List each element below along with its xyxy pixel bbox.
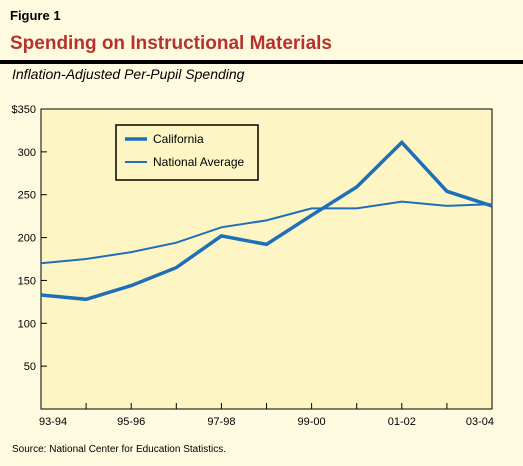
series-line-california bbox=[40, 139, 493, 302]
x-tick-label: 99-00 bbox=[298, 416, 326, 428]
lines-layer bbox=[40, 139, 493, 302]
plot-area bbox=[40, 108, 493, 410]
legend-label-national-average: National Average bbox=[153, 155, 245, 169]
figure-title: Spending on Instructional Materials bbox=[10, 33, 332, 54]
x-tick-label: 97-98 bbox=[207, 416, 235, 428]
legend: California National Average bbox=[115, 124, 259, 181]
y-tick-label: 250 bbox=[18, 190, 36, 202]
y-tick-label: 300 bbox=[18, 147, 36, 159]
y-tick-label: 150 bbox=[18, 275, 36, 287]
y-tick-label: $350 bbox=[12, 104, 36, 116]
title-rule bbox=[0, 60, 523, 64]
y-tick-label: 100 bbox=[18, 318, 36, 330]
series-line-national-average bbox=[40, 200, 493, 265]
legend-box bbox=[115, 124, 259, 181]
x-tick-label: 93-94 bbox=[39, 416, 67, 428]
y-tick-label: 50 bbox=[24, 361, 36, 373]
axes-layer: 50 100 150 200 250 300 $350 93-94 95-96 97-98 99-0… bbox=[12, 104, 494, 428]
figure-label: Figure 1 bbox=[10, 8, 61, 23]
x-tick-label: 01-02 bbox=[388, 416, 416, 428]
legend-label-california: California bbox=[153, 132, 204, 146]
x-tick-label: 95-96 bbox=[117, 416, 145, 428]
source-note: Source: National Center for Education St… bbox=[12, 444, 226, 455]
chart-subtitle: Inflation-Adjusted Per-Pupil Spending bbox=[12, 66, 245, 82]
x-tick-label: 03-04 bbox=[466, 416, 494, 428]
y-tick-label: 200 bbox=[18, 233, 36, 245]
